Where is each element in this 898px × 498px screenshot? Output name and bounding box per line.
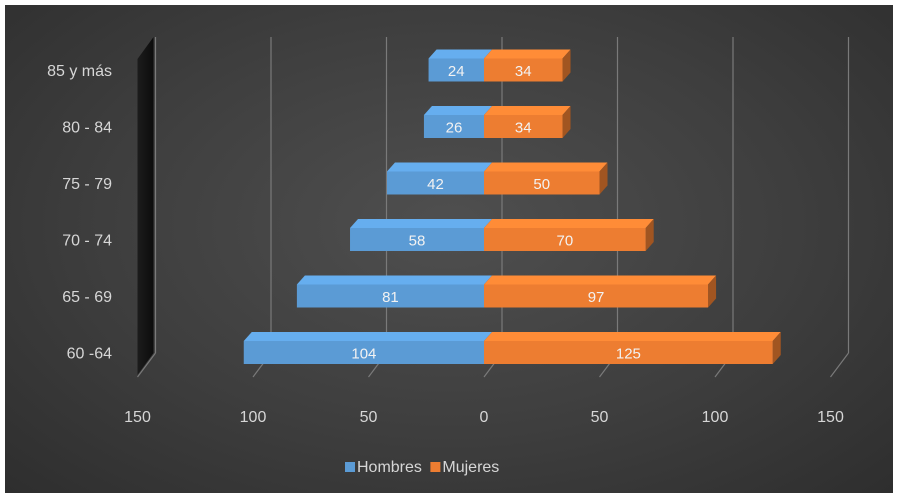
category-label: 60 -64 [67,346,112,363]
bar-top-face [243,332,492,341]
population-pyramid-chart: 150 100 50 0 50 100 150 60 -64 104 125 65 - 69 81 97… [47,37,850,476]
x-tick-label: 100 [702,409,729,426]
bar-top-face [484,49,571,59]
bar-front-face [296,284,484,308]
category-label: 65 - 69 [62,289,112,306]
data-label: 81 [382,289,399,306]
bar-front-face [484,341,773,364]
bar-side-face [562,106,571,138]
category-label: 70 - 74 [62,233,112,250]
x-tick-label: 50 [591,409,609,426]
bar-hombres [243,332,492,364]
x-tick-label: 100 [240,409,267,426]
bar-front-face [484,171,600,195]
bar-mujeres [484,275,717,308]
bar-side-face [772,332,781,364]
bar-front-face [423,115,484,138]
bar-top-face [484,275,717,285]
bar-front-face [428,58,484,82]
bar-top-face [296,275,492,285]
bar-side-face [708,275,717,308]
x-tick-label: 0 [480,409,489,426]
bar-mujeres [484,49,571,82]
data-label: 42 [427,176,444,193]
bar-top-face [484,219,654,228]
bar-side-face [562,49,571,82]
bar-front-face [386,171,484,195]
bar-hombres [428,49,492,82]
category-label: 85 y más [47,63,112,80]
floor-gridline [830,352,849,378]
bar-top-face [423,106,492,115]
bar-hombres [296,275,492,308]
bar-top-face [484,106,571,115]
data-label: 125 [616,346,641,363]
x-tick-label: 150 [817,409,844,426]
bar-front-face [243,341,484,364]
bar-mujeres [484,162,608,195]
bar-mujeres [484,106,571,138]
bar-front-face [484,115,563,138]
x-tick-label: 150 [124,409,151,426]
data-label: 104 [351,346,376,363]
bar-front-face [350,228,484,251]
bar-mujeres [484,332,781,364]
bar-side-face [599,162,608,195]
bar-front-face [484,284,709,308]
category-label: 75 - 79 [62,176,112,193]
bar-top-face [350,219,492,228]
data-label: 97 [588,289,605,306]
bar-front-face [484,228,646,251]
legend-swatch [430,462,441,472]
bar-hombres [350,219,492,251]
legend-label: Mujeres [442,459,499,476]
bar-side-face [645,219,654,251]
category-label: 80 - 84 [62,120,112,137]
bar-top-face [484,332,781,341]
data-label: 24 [448,63,465,80]
bar-top-face [484,162,608,172]
data-label: 58 [409,233,426,250]
side-wall [137,37,154,375]
floor-gridline [137,352,156,378]
data-label: 34 [515,63,532,80]
x-tick-label: 50 [360,409,378,426]
bar-front-face [484,58,563,82]
bar-top-face [386,162,492,172]
bar-mujeres [484,219,654,251]
bar-top-face [428,49,492,59]
bar-hombres [423,106,492,138]
bar-hombres [386,162,492,195]
legend-swatch [345,462,355,472]
data-label: 34 [515,120,532,137]
chart-area: 150 100 50 0 50 100 150 60 -64 104 125 65 - 69 81 97… [5,5,893,493]
data-label: 26 [446,120,463,137]
data-label: 70 [557,233,574,250]
legend-label: Hombres [357,459,422,476]
data-label: 50 [533,176,550,193]
